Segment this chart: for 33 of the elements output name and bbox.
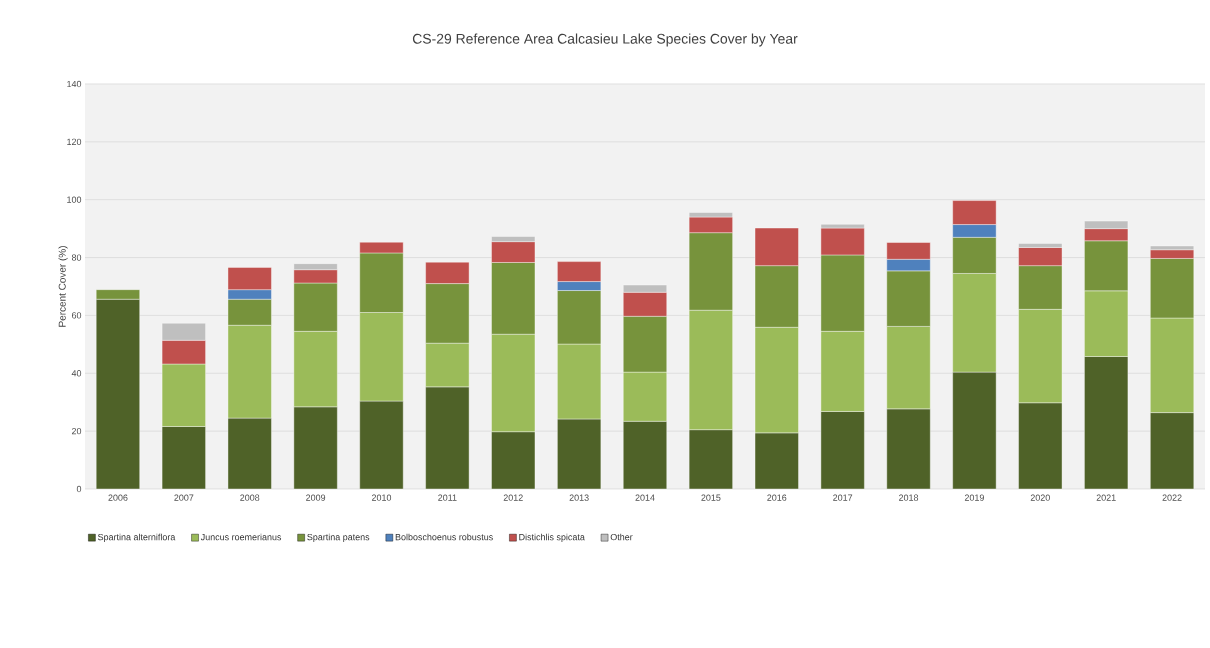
x-tick-label: 2011 — [438, 494, 457, 501]
x-tick-label: 2015 — [701, 494, 721, 501]
y-tick-label: 40 — [71, 370, 82, 377]
legend-label: Distichlis spicata — [519, 533, 585, 543]
y-tick-label: 60 — [71, 312, 82, 319]
y-tick-label: 120 — [67, 138, 82, 146]
x-tick-label: 2022 — [1162, 494, 1182, 501]
x-tick-label: 2014 — [635, 494, 655, 501]
legend-label: Spartina alterniflora — [97, 533, 176, 543]
x-tick-label: 2019 — [964, 494, 984, 501]
x-tick-label: 2016 — [767, 494, 787, 501]
x-tick-label: 2006 — [108, 494, 128, 501]
y-tick-label: 20 — [71, 427, 82, 435]
x-tick-label: 2017 — [833, 494, 853, 501]
legend-label: Juncus roemerianus — [200, 533, 282, 541]
y-tick-label: 0 — [76, 485, 82, 493]
legend-label: Spartina patens — [307, 533, 370, 543]
y-tick-label: 140 — [67, 80, 82, 88]
x-tick-label: 2010 — [371, 494, 392, 501]
y-tick-label: 80 — [71, 254, 82, 261]
x-tick-label: 2012 — [503, 494, 523, 501]
x-tick-label: 2013 — [569, 494, 589, 501]
legend-label: Bolboschoenus robustus — [395, 533, 493, 541]
y-axis-title: Percent Cover (%) — [58, 246, 68, 327]
legend-label: Other — [610, 533, 633, 541]
x-tick-label: 2021 — [1096, 494, 1116, 501]
x-tick-label: 2008 — [240, 494, 260, 501]
x-tick-label: 2009 — [306, 494, 326, 501]
x-tick-label: 2020 — [1030, 494, 1050, 501]
y-tick-label: 100 — [67, 196, 82, 203]
x-tick-label: 2018 — [899, 494, 919, 501]
x-tick-label: 2007 — [174, 494, 194, 501]
chart-title: CS-29 Reference Area Calcasieu Lake Species Cover by Year — [412, 33, 798, 47]
